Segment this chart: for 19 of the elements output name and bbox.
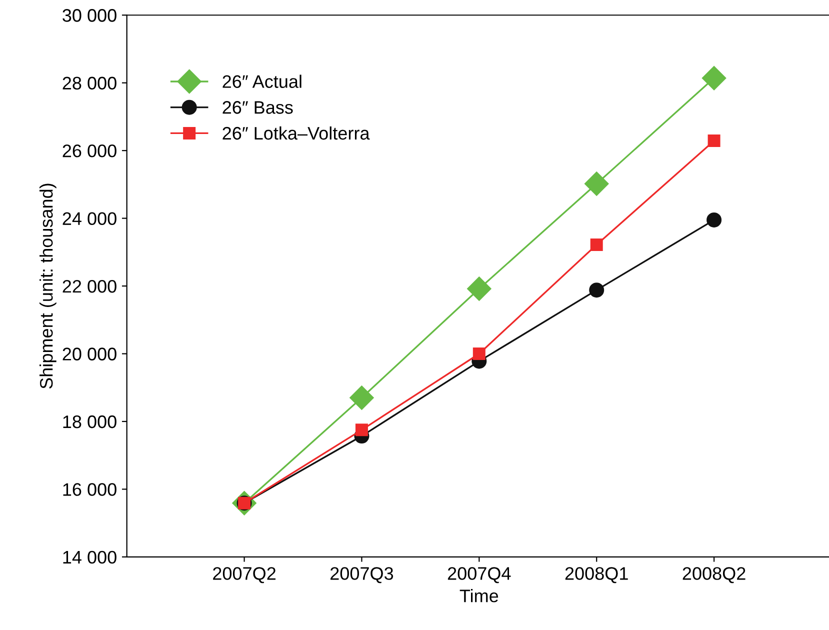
y-tick-label: 20 000 [62,348,116,360]
y-tick-label: 30 000 [62,9,116,22]
y-tick-label: 18 000 [63,415,116,428]
y-tick-label: 28 000 [62,76,116,90]
x-tick-label: 2007Q3 [330,567,394,584]
y-axis-title: Shipment (unit: thousand) [40,184,56,389]
y-tick-label: 24 000 [62,212,116,226]
x-tick-label: 2008Q2 [682,567,746,584]
y-tick-label: 14 000 [63,550,116,564]
y-tick-label: 26 000 [62,144,116,158]
y-tick-label: 16 000 [63,483,116,496]
legend-label: 26″ Lotka–Volterra [222,126,370,140]
y-tick-label: 22 000 [62,280,116,293]
legend-label: 26″ Bass [222,101,293,114]
x-tick-label: 2008Q1 [565,567,628,584]
x-tick-label: 2007Q4 [448,567,511,584]
x-tick-label: 2007Q2 [213,567,276,584]
x-axis-title: Time [460,589,498,602]
legend-label: 26″ Actual [222,74,302,88]
